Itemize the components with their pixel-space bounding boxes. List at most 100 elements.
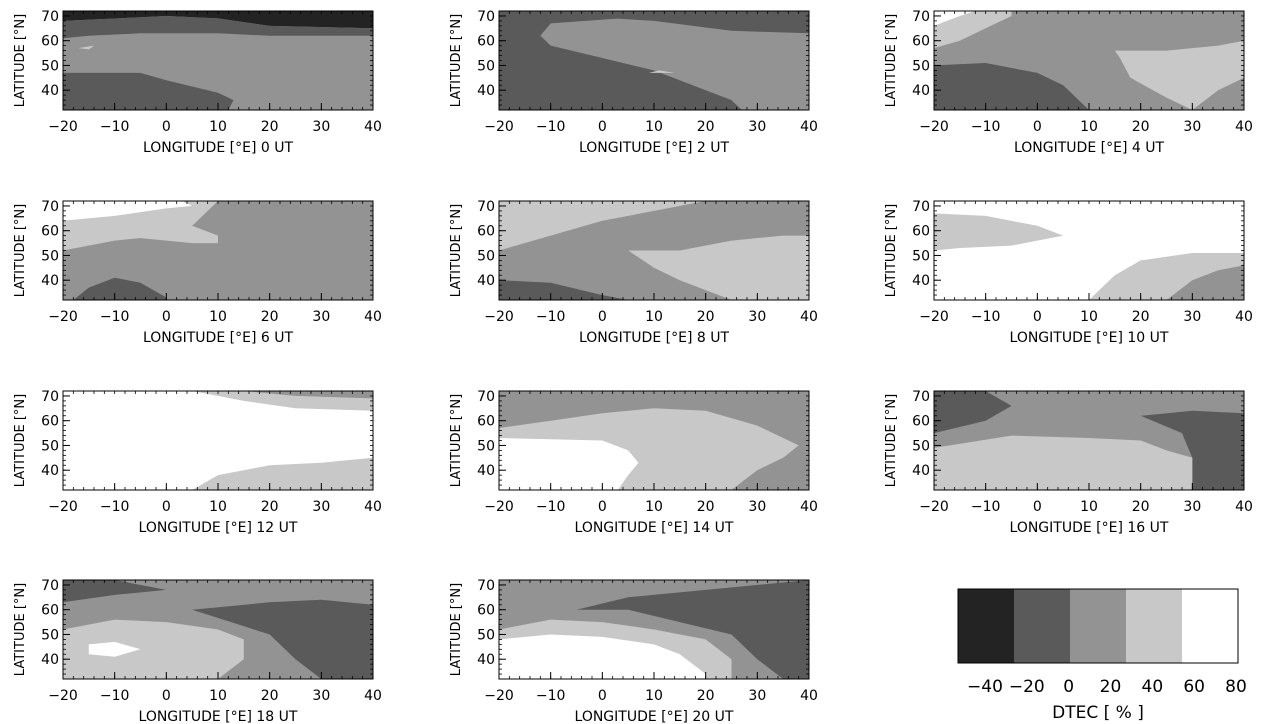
x-tick-label: 30 — [1183, 309, 1201, 325]
contour-region — [628, 235, 809, 300]
panel-3: −20 −10 0 10 20 30 40 40 50 60 70 LONGITUDE [°E] 6 … — [13, 199, 382, 346]
x-tick-label: −20 — [484, 499, 514, 515]
y-axis-label: LATITUDE [°N] — [13, 583, 28, 676]
x-tick-label: 30 — [1183, 499, 1201, 515]
x-tick-label: −20 — [48, 499, 78, 515]
contour-region — [499, 11, 809, 34]
x-tick-label: 10 — [645, 309, 663, 325]
panel-contours — [63, 201, 373, 300]
panel-time-label: 4 UT — [1132, 140, 1165, 156]
panel-7: −20 −10 0 10 20 30 40 40 50 60 70 LONGITUDE [°E] 14… — [449, 389, 818, 536]
contour-region — [1140, 410, 1244, 490]
panel-8: −20 −10 0 10 20 30 40 40 50 60 70 LONGITUDE [°E] 16… — [884, 389, 1253, 536]
x-axis-title: LONGITUDE [°E] 18 UT — [139, 709, 298, 724]
contour-region — [934, 391, 1012, 434]
panel-4: −20 −10 0 10 20 30 40 40 50 60 70 LONGITUDE [°E] 8 … — [449, 199, 818, 346]
colorbar-frame — [957, 588, 1239, 664]
x-tick-label: −10 — [971, 119, 1001, 135]
x-tick-label: 0 — [162, 119, 171, 135]
colorbar-swatch — [1014, 589, 1071, 663]
colorbar-tick-label: 20 — [1100, 677, 1122, 697]
contour-region — [63, 619, 244, 679]
panel-1: −20 −10 0 10 20 30 40 40 50 60 70 LONGITUDE [°E] 2 … — [449, 9, 818, 156]
x-axis-title: LONGITUDE [°E] 4 UT — [1014, 140, 1164, 156]
y-tick-label: 70 — [477, 9, 495, 25]
y-tick-label: 40 — [41, 83, 59, 99]
y-tick-label: 40 — [477, 273, 495, 289]
x-tick-label: 20 — [261, 309, 279, 325]
x-tick-label: 30 — [1183, 119, 1201, 135]
x-tick-label: 0 — [162, 309, 171, 325]
contour-region — [499, 11, 809, 110]
colorbar-swatch — [1182, 589, 1239, 663]
contour-region — [499, 280, 629, 300]
colorbar-tick-label: 0 — [1063, 677, 1074, 697]
contour-region — [731, 450, 809, 490]
x-tick-label: −10 — [536, 119, 566, 135]
x-tick-label: 20 — [697, 309, 715, 325]
x-tick-label: −10 — [536, 309, 566, 325]
y-tick-label: 60 — [477, 414, 495, 430]
x-tick-label: 30 — [312, 688, 330, 704]
y-tick-label: 40 — [912, 83, 930, 99]
y-tick-label: 40 — [477, 652, 495, 668]
y-tick-label: 50 — [41, 627, 59, 643]
y-tick-label: 60 — [41, 34, 59, 50]
panel-contours — [63, 580, 373, 679]
y-axis-label: LATITUDE [°N] — [884, 14, 899, 107]
x-tick-label: 40 — [364, 688, 382, 704]
x-axis-label: LONGITUDE [°E] — [1010, 330, 1128, 346]
y-tick-label: 60 — [477, 34, 495, 50]
contour-region — [88, 641, 141, 657]
x-axis-title: LONGITUDE [°E] 16 UT — [1010, 520, 1169, 536]
x-tick-label: 0 — [1033, 499, 1042, 515]
y-tick-label: 50 — [912, 248, 930, 264]
y-axis-label: LATITUDE [°N] — [884, 204, 899, 297]
contour-region — [934, 213, 1064, 251]
contour-region — [243, 391, 373, 399]
x-tick-label: −20 — [919, 499, 949, 515]
panel-time-label: 6 UT — [261, 330, 294, 346]
x-tick-label: 30 — [312, 119, 330, 135]
x-tick-label: 20 — [1132, 309, 1150, 325]
x-axis-title: LONGITUDE [°E] 0 UT — [143, 140, 293, 156]
x-tick-label: 0 — [162, 688, 171, 704]
y-axis-label: LATITUDE [°N] — [13, 204, 28, 297]
y-tick-label: 60 — [912, 34, 930, 50]
y-tick-label: 70 — [41, 578, 59, 594]
x-tick-label: −20 — [48, 688, 78, 704]
x-axis-label: LONGITUDE [°E] — [1014, 140, 1132, 156]
panel-contours — [934, 11, 1244, 110]
colorbar-tick-label: −40 — [967, 677, 1003, 697]
contour-region — [934, 11, 1012, 49]
panel-time-label: 18 UT — [256, 709, 298, 724]
x-axis-label: LONGITUDE [°E] — [1010, 520, 1128, 536]
x-tick-label: −10 — [971, 309, 1001, 325]
panel-contours — [63, 11, 373, 110]
x-tick-label: 10 — [209, 309, 227, 325]
x-tick-label: 40 — [364, 499, 382, 515]
x-tick-label: 20 — [697, 119, 715, 135]
x-tick-label: 40 — [800, 688, 818, 704]
y-tick-label: 60 — [41, 603, 59, 619]
panel-time-label: 16 UT — [1127, 520, 1169, 536]
y-tick-label: 50 — [477, 627, 495, 643]
x-axis-label: LONGITUDE [°E] — [575, 709, 693, 724]
x-tick-label: 10 — [1080, 119, 1098, 135]
y-tick-label: 50 — [912, 438, 930, 454]
y-axis-label: LATITUDE [°N] — [884, 394, 899, 487]
panel-time-label: 12 UT — [256, 520, 298, 536]
x-axis-title: LONGITUDE [°E] 8 UT — [579, 330, 729, 346]
panel-contours — [499, 391, 809, 490]
panel-2: −20 −10 0 10 20 30 40 40 50 60 70 LONGITUDE [°E] 4 … — [884, 9, 1253, 156]
colorbar-tick-label: 40 — [1142, 677, 1164, 697]
x-tick-label: 20 — [697, 499, 715, 515]
y-tick-label: 70 — [41, 199, 59, 215]
y-tick-label: 50 — [477, 438, 495, 454]
contour-region — [73, 277, 167, 300]
y-tick-label: 60 — [912, 414, 930, 430]
x-tick-label: 10 — [209, 499, 227, 515]
x-tick-label: 0 — [598, 309, 607, 325]
contour-region — [934, 435, 1193, 490]
x-tick-label: 40 — [364, 309, 382, 325]
